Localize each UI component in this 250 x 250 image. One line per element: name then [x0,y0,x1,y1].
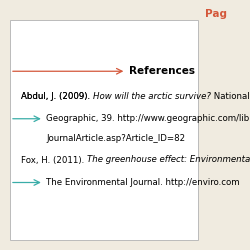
Text: Pag: Pag [205,9,227,19]
Text: National: National [211,92,250,101]
Text: How will the arctic survive?: How will the arctic survive? [93,92,211,101]
Text: JournalArticle.asp?Article_ID=82: JournalArticle.asp?Article_ID=82 [46,134,185,143]
Text: Fox, H. (2011).: Fox, H. (2011). [21,156,87,164]
FancyBboxPatch shape [10,20,198,240]
Text: The greenhouse effect: Environmental s: The greenhouse effect: Environmental s [87,156,250,164]
Text: Abdul, J. (2009).: Abdul, J. (2009). [21,92,93,101]
Text: References: References [129,66,195,76]
Text: Geographic, 39. http://www.geographic.com/libr: Geographic, 39. http://www.geographic.co… [46,114,250,123]
Text: Abdul, J. (2009).: Abdul, J. (2009). [21,92,93,101]
Text: The Environmental Journal. http://enviro.com: The Environmental Journal. http://enviro… [46,178,240,187]
